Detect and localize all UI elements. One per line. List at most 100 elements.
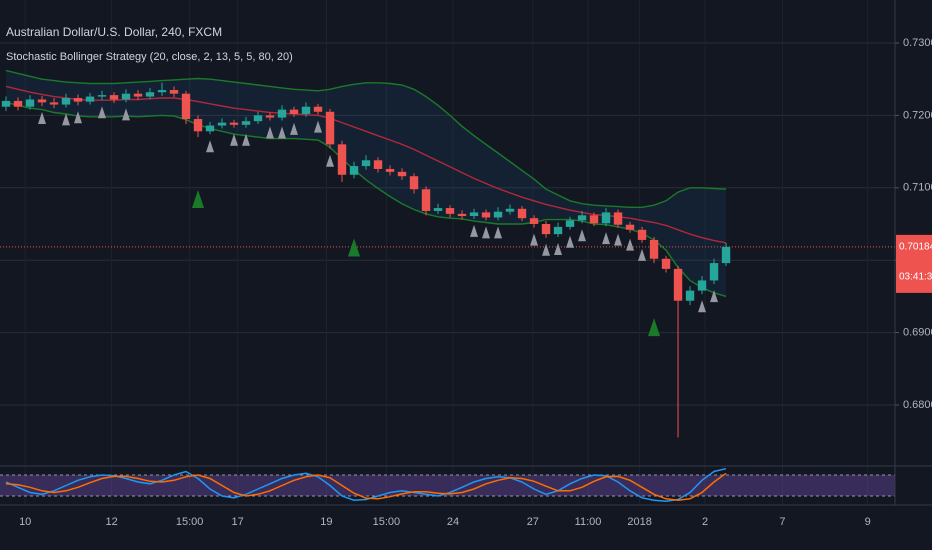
- candle-body: [409, 176, 419, 190]
- candle-body: [13, 100, 23, 107]
- candle-body: [109, 95, 119, 100]
- candle-body: [673, 268, 683, 301]
- candle-body: [253, 115, 263, 122]
- candle-body: [205, 125, 215, 132]
- candle-body: [505, 208, 515, 212]
- candle-body: [613, 212, 623, 225]
- candle-body: [589, 215, 599, 224]
- candle-body: [529, 218, 539, 224]
- candle-body: [85, 96, 95, 102]
- minor-signal: [578, 229, 587, 242]
- candle-body: [433, 208, 443, 211]
- candle-body: [229, 122, 239, 125]
- y-tick-label: 0.71000: [903, 182, 932, 194]
- buy-signal: [192, 189, 205, 208]
- last-price-label: 0.70184: [899, 242, 932, 253]
- candle-body: [709, 263, 719, 281]
- band-upper: [5, 69, 727, 209]
- candle-body: [697, 280, 707, 291]
- stoch-k: [5, 467, 727, 503]
- minor-signal: [494, 226, 503, 239]
- y-tick-label: 0.69000: [903, 326, 932, 338]
- candle-body: [73, 98, 83, 102]
- x-tick-label: 2018: [627, 516, 651, 528]
- candle-body: [265, 115, 275, 118]
- minor-signal: [566, 235, 575, 248]
- candle-body: [493, 211, 503, 218]
- candle-body: [541, 223, 551, 235]
- minor-signal: [242, 133, 251, 146]
- candle-body: [157, 90, 167, 93]
- candle-body: [457, 213, 467, 217]
- candle-body: [193, 119, 203, 132]
- candle-body: [121, 93, 131, 100]
- chart-title: Australian Dollar/U.S. Dollar, 240, FXCM: [6, 25, 222, 39]
- x-tick-label: 15:00: [176, 516, 204, 528]
- x-tick-label: 9: [865, 516, 871, 528]
- candle-body: [553, 226, 563, 235]
- minor-signal: [626, 238, 635, 251]
- candle-body: [25, 99, 35, 107]
- minor-signal: [554, 243, 563, 256]
- candle-body: [325, 111, 335, 145]
- countdown-label: 03:41:34: [899, 272, 932, 283]
- candle-body: [289, 109, 299, 114]
- candle-body: [61, 98, 71, 105]
- minor-signal: [206, 140, 215, 153]
- minor-signal: [614, 233, 623, 246]
- candle-body: [685, 290, 695, 301]
- candle-body: [397, 171, 407, 177]
- buy-signal: [648, 318, 661, 337]
- minor-signal: [62, 113, 71, 126]
- candle-body: [37, 99, 47, 103]
- candle-body: [169, 90, 179, 94]
- candle-body: [481, 212, 491, 218]
- x-tick-label: 15:00: [373, 516, 401, 528]
- minor-signal: [122, 108, 131, 121]
- candle-body: [49, 102, 59, 105]
- axes: 0.680000.690000.700000.710000.720000.730…: [19, 37, 932, 528]
- candle-body: [145, 92, 155, 97]
- price-label-box: [896, 234, 932, 293]
- minor-signal: [38, 111, 47, 124]
- candle-body: [1, 100, 11, 107]
- minor-signal: [470, 224, 479, 237]
- plot: [0, 69, 895, 503]
- minor-signal: [314, 120, 323, 133]
- x-tick-label: 27: [527, 516, 539, 528]
- candle-body: [301, 106, 311, 114]
- y-tick-label: 0.73000: [903, 37, 932, 49]
- stoch-zone: [0, 475, 895, 496]
- candle-body: [373, 160, 383, 169]
- minor-signal: [278, 126, 287, 139]
- candle-body: [361, 160, 371, 167]
- candle-body: [181, 93, 191, 120]
- candle-body: [517, 208, 527, 219]
- candle-body: [385, 168, 395, 172]
- indicator-title: Stochastic Bollinger Strategy (20, close…: [6, 51, 293, 63]
- minor-signal: [290, 122, 299, 135]
- minor-signal: [710, 290, 719, 303]
- candle-body: [637, 229, 647, 240]
- candle-body: [601, 212, 611, 224]
- x-tick-label: 7: [779, 516, 785, 528]
- x-tick-label: 2: [702, 516, 708, 528]
- candle-body: [277, 109, 287, 118]
- candle-body: [445, 208, 455, 214]
- buy-signal: [348, 238, 361, 257]
- band-fill: [6, 70, 726, 297]
- minor-signal: [482, 226, 491, 239]
- minor-signal: [530, 233, 539, 246]
- candle-body: [241, 121, 251, 125]
- candle-body: [349, 166, 359, 175]
- minor-signal: [98, 106, 107, 119]
- x-tick-label: 12: [105, 516, 117, 528]
- y-tick-label: 0.72000: [903, 109, 932, 121]
- y-tick-label: 0.68000: [903, 399, 932, 411]
- candle-body: [577, 215, 587, 221]
- minor-signal: [74, 111, 83, 124]
- minor-signal: [266, 126, 275, 139]
